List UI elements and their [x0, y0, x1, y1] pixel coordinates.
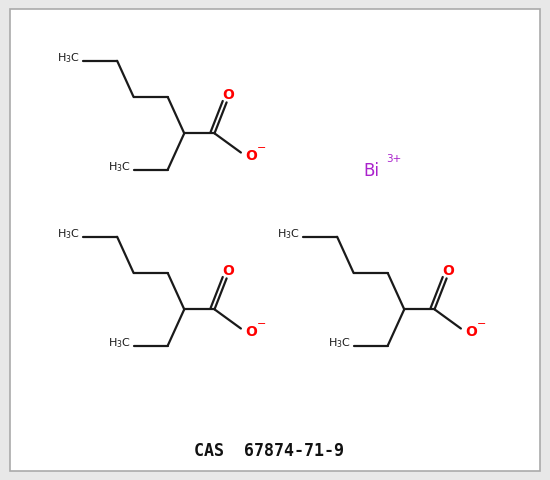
Text: −: −	[256, 319, 266, 329]
Text: H$_3$C: H$_3$C	[108, 160, 131, 174]
Text: O: O	[222, 88, 234, 102]
Text: −: −	[476, 319, 486, 329]
Text: −: −	[256, 143, 266, 153]
Text: H$_3$C: H$_3$C	[328, 336, 351, 350]
Text: O: O	[465, 325, 477, 339]
Text: H$_3$C: H$_3$C	[277, 227, 300, 241]
Text: H$_3$C: H$_3$C	[108, 336, 131, 350]
Text: Bi: Bi	[363, 162, 379, 180]
FancyBboxPatch shape	[10, 9, 540, 471]
Text: 3+: 3+	[386, 154, 402, 164]
Text: O: O	[442, 264, 454, 278]
Text: H$_3$C: H$_3$C	[57, 51, 80, 65]
Text: O: O	[245, 325, 257, 339]
Text: H$_3$C: H$_3$C	[57, 227, 80, 241]
Text: O: O	[222, 264, 234, 278]
Text: O: O	[245, 149, 257, 163]
Text: CAS  67874-71-9: CAS 67874-71-9	[195, 442, 344, 460]
